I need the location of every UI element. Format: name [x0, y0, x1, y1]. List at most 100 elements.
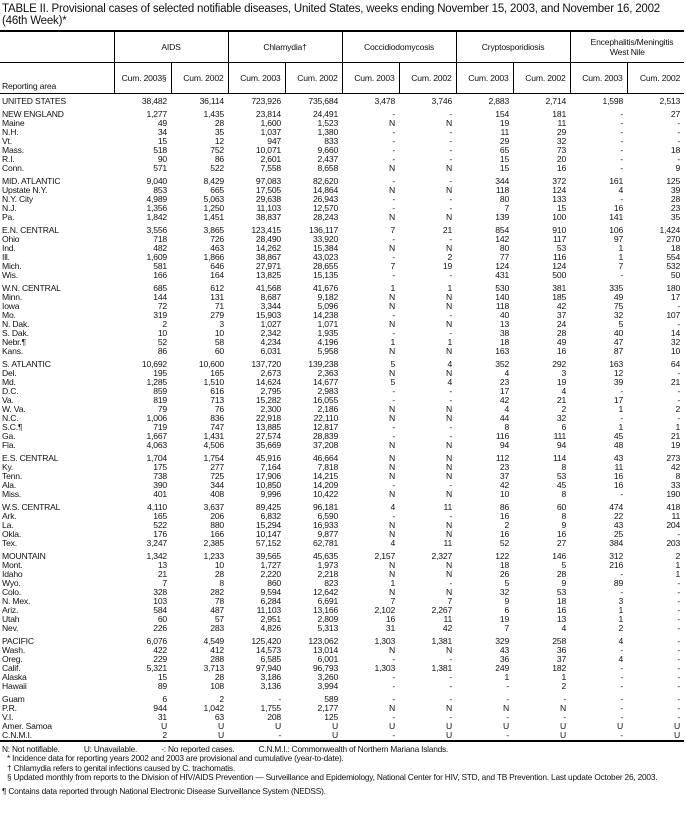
value-cell: 28,839: [312, 432, 339, 441]
value-cell: -: [449, 128, 453, 137]
legend-n: N: Not notifiable.: [2, 744, 60, 754]
value-cell: 2,795: [260, 387, 282, 396]
reporting-area-cell: Tenn.: [2, 472, 23, 481]
value-cell: 853: [153, 186, 167, 195]
value-cell: 7: [447, 597, 453, 606]
value-cell: 1: [447, 284, 453, 293]
value-cell: N: [389, 704, 396, 713]
value-cell: 1,935: [317, 329, 339, 338]
legend-cnmi: C.N.M.I.: Commonwealth of Northern Maria…: [258, 744, 449, 754]
table-row: Kans. 86 60 6,031 5,958 N N 163 16 87 10: [0, 347, 684, 356]
value-cell: N: [446, 490, 453, 499]
value-cell: -: [677, 637, 681, 646]
reporting-area-cell: Idaho: [2, 570, 23, 579]
value-cell: 1: [504, 673, 510, 682]
value-cell: 123,062: [308, 637, 339, 646]
value-cell: -: [677, 713, 681, 722]
value-cell: 9: [504, 597, 510, 606]
value-cell: 1: [675, 423, 681, 432]
value-cell: 111: [553, 432, 567, 441]
value-cell: 381: [552, 284, 567, 293]
table-row: MID. ATLANTIC 9,040 8,429 97,083 82,620 - - 344…: [0, 177, 684, 186]
value-cell: 7,558: [260, 164, 282, 173]
value-cell: 910: [552, 226, 567, 235]
value-cell: 116: [495, 432, 510, 441]
value-cell: -: [392, 329, 396, 338]
value-cell: -: [506, 713, 510, 722]
reporting-area-cell: MOUNTAIN: [2, 552, 46, 561]
value-cell: 1,006: [146, 414, 167, 423]
value-cell: 38,867: [255, 253, 282, 262]
value-cell: 518: [153, 146, 167, 155]
value-cell: 1,704: [146, 454, 167, 463]
value-cell: 22: [613, 512, 624, 521]
value-cell: 7: [504, 204, 510, 213]
value-cell: 18: [499, 338, 510, 347]
value-cell: 2,218: [317, 570, 339, 579]
value-cell: 18: [499, 561, 510, 570]
value-cell: 1: [561, 673, 567, 682]
value-cell: -: [677, 655, 681, 664]
value-cell: 1,042: [203, 704, 225, 713]
value-cell: 1,510: [203, 378, 225, 387]
value-cell: -: [392, 311, 396, 320]
value-cell: -: [449, 204, 453, 213]
value-cell: -: [392, 655, 396, 664]
table-row: Mich. 581 646 27,971 28,655 7 19 124 124 7 532: [0, 262, 684, 271]
value-cell: 12,817: [312, 423, 339, 432]
table-row: Conn. 571 522 7,558 8,658 N N 15 16 - 9: [0, 164, 684, 173]
value-cell: 2,951: [260, 615, 282, 624]
table-row: Ark. 165 206 6,832 6,590 - - 16 8 22 11: [0, 512, 684, 521]
value-cell: 90: [157, 155, 167, 164]
value-cell: 60: [157, 615, 167, 624]
value-cell: 58: [214, 338, 225, 347]
value-cell: -: [449, 235, 453, 244]
value-cell: 288: [210, 655, 225, 664]
value-cell: 3,247: [146, 539, 167, 548]
value-cell: 7: [162, 579, 167, 588]
value-cell: 10: [670, 347, 681, 356]
value-cell: 3,478: [374, 96, 396, 106]
value-cell: 2,300: [260, 405, 282, 414]
value-cell: -: [449, 177, 453, 186]
value-cell: -: [392, 110, 396, 119]
value-cell: 28,490: [255, 235, 282, 244]
reporting-area-cell: R.I.: [2, 155, 15, 164]
value-cell: 2: [162, 320, 167, 329]
value-cell: 947: [267, 137, 282, 146]
table-row: NEW ENGLAND 1,277 1,435 23,814 24,491 - - 154 18…: [0, 110, 684, 119]
table-row: P.R. 944 1,042 1,755 2,177 N N N N - -: [0, 704, 684, 713]
value-cell: 4,234: [260, 338, 282, 347]
value-cell: 6: [162, 695, 167, 704]
value-cell: -: [392, 137, 396, 146]
value-cell: 833: [324, 137, 339, 146]
reporting-area-cell: Oreg.: [2, 655, 23, 664]
value-cell: 53: [556, 472, 567, 481]
value-cell: 1,356: [146, 204, 167, 213]
value-cell: N: [446, 186, 453, 195]
reporting-area-cell: Ala.: [2, 481, 17, 490]
value-cell: 43: [613, 521, 624, 530]
value-cell: 15,294: [255, 521, 282, 530]
value-cell: 36,114: [199, 96, 225, 106]
value-cell: -: [449, 423, 453, 432]
value-cell: 3,344: [260, 302, 282, 311]
disease-table: AIDS Chlamydia† Coccidiodomycosis Crypto…: [0, 30, 685, 742]
value-cell: 1,973: [317, 561, 339, 570]
value-cell: 2,385: [203, 539, 225, 548]
table-row: N. Dak. 2 3 1,027 1,071 N N 13 24 5 -: [0, 320, 684, 329]
value-cell: 880: [210, 521, 225, 530]
value-cell: 72: [157, 302, 167, 311]
value-cell: 106: [609, 226, 624, 235]
value-cell: N: [446, 320, 453, 329]
value-cell: -: [677, 137, 681, 146]
value-cell: -: [392, 713, 396, 722]
value-cell: 35,669: [255, 441, 282, 450]
value-cell: 31: [157, 713, 167, 722]
value-cell: 10,600: [198, 360, 225, 369]
value-cell: 859: [153, 387, 167, 396]
value-cell: -: [677, 530, 681, 539]
table-row: Miss. 401 408 9,996 10,422 N N 10 8 - 190: [0, 490, 684, 499]
value-cell: 14,624: [255, 378, 282, 387]
value-cell: 42: [670, 463, 681, 472]
